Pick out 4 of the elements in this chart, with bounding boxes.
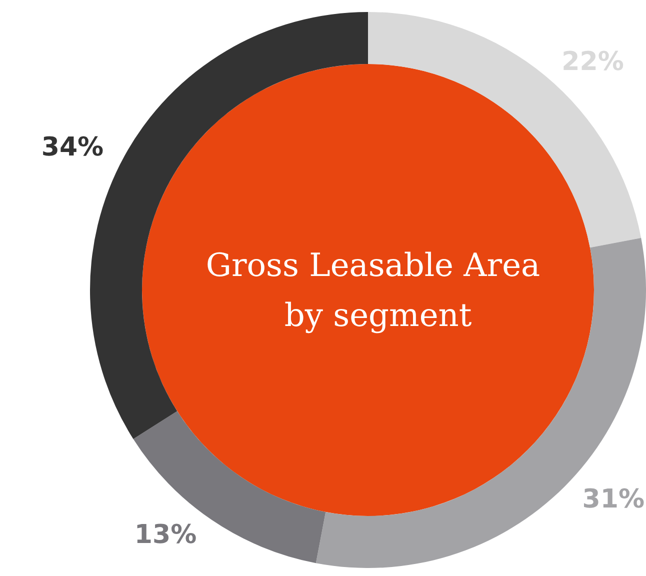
data-label: 34% — [41, 132, 104, 162]
data-label: 13% — [134, 520, 197, 550]
data-label: 31% — [582, 484, 645, 514]
text: Gross Leasable Area by segment — [206, 246, 540, 334]
